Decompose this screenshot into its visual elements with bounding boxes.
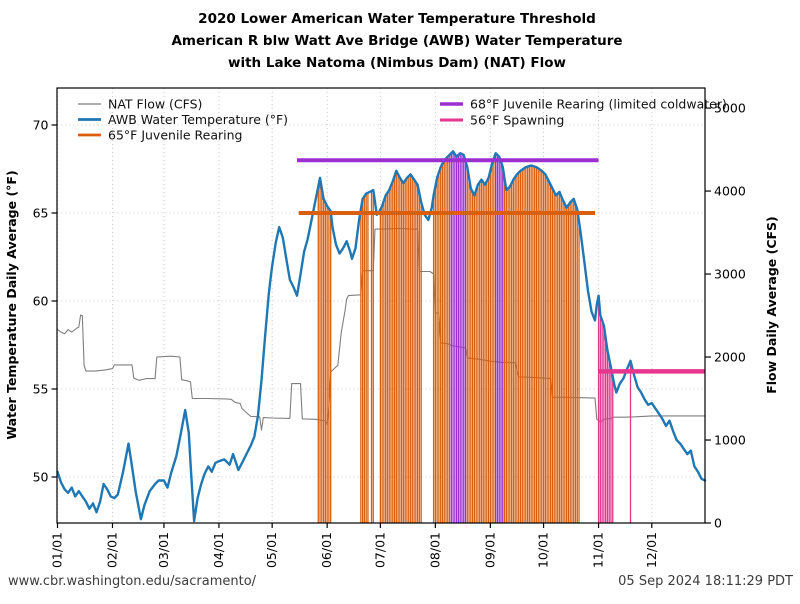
legend-68f-rearing-label: 68°F Juvenile Rearing (limited coldwater… bbox=[470, 97, 727, 112]
right-axis-title: Flow Daily Average (CFS) bbox=[764, 216, 779, 394]
temp-tick-label: 70 bbox=[33, 118, 49, 133]
chart-title-line1: 2020 Lower American Water Temperature Th… bbox=[198, 11, 596, 27]
flow-tick-label: 1000 bbox=[714, 433, 746, 448]
legend-nat-flow-label: NAT Flow (CFS) bbox=[108, 97, 202, 112]
x-tick-label: 01/01 bbox=[50, 532, 65, 568]
x-tick-label: 05/01 bbox=[264, 532, 279, 568]
x-tick-label: 07/01 bbox=[372, 532, 387, 568]
footer-url[interactable]: www.cbr.washington.edu/sacramento/ bbox=[8, 574, 257, 589]
axis-tick-labels: 01/01 02/01 03/01 04/01 05/01 06/01 07/01 08/01… bbox=[33, 101, 746, 568]
temp-tick-label: 60 bbox=[33, 294, 49, 309]
footer-timestamp: 05 Sep 2024 18:11:29 PDT bbox=[618, 574, 793, 589]
flow-tick-label: 3000 bbox=[714, 267, 746, 282]
temp-tick-label: 55 bbox=[33, 382, 49, 397]
legend-right: 68°F Juvenile Rearing (limited coldwater… bbox=[440, 97, 727, 128]
axis-ticks bbox=[51, 107, 711, 528]
legend-56f-spawning-label: 56°F Spawning bbox=[470, 113, 564, 128]
x-tick-label: 11/01 bbox=[591, 532, 606, 568]
left-axis-title: Water Temperature Daily Average (°F) bbox=[4, 170, 19, 439]
legend-awb-temp-label: AWB Water Temperature (°F) bbox=[108, 112, 288, 127]
flow-tick-label: 4000 bbox=[714, 184, 746, 199]
x-tick-label: 06/01 bbox=[319, 532, 334, 568]
legend-left: NAT Flow (CFS) AWB Water Temperature (°F… bbox=[78, 97, 288, 143]
x-tick-label: 12/01 bbox=[644, 532, 659, 568]
plot-border bbox=[56, 87, 706, 524]
flow-tick-label: 5000 bbox=[714, 101, 746, 116]
threshold-lines bbox=[296, 158, 705, 374]
x-tick-label: 04/01 bbox=[211, 532, 226, 568]
threshold-exceedance-day-lines bbox=[317, 152, 632, 523]
temp-tick-label: 65 bbox=[33, 206, 49, 221]
awb-temperature-line bbox=[56, 150, 707, 523]
x-tick-label: 02/01 bbox=[104, 532, 119, 568]
flow-tick-label: 0 bbox=[714, 516, 722, 531]
x-tick-label: 03/01 bbox=[156, 532, 171, 568]
flow-tick-label: 2000 bbox=[714, 350, 746, 365]
x-tick-label: 08/01 bbox=[427, 532, 442, 568]
temp-tick-label: 50 bbox=[33, 470, 49, 485]
x-tick-label: 10/01 bbox=[536, 532, 551, 568]
legend-65f-rearing-label: 65°F Juvenile Rearing bbox=[108, 128, 243, 143]
x-tick-label: 09/01 bbox=[482, 532, 497, 568]
chart-title-line3: with Lake Natoma (Nimbus Dam) (NAT) Flow bbox=[228, 55, 566, 71]
chart-title-line2: American R blw Watt Ave Bridge (AWB) Wat… bbox=[171, 33, 622, 49]
